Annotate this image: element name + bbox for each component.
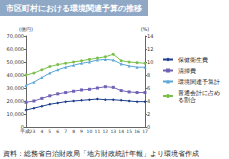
svg-text:12: 12	[147, 46, 153, 52]
svg-text:30,000: 30,000	[7, 85, 25, 91]
svg-text:16: 16	[134, 129, 140, 134]
svg-text:る割合: る割合	[178, 96, 196, 103]
svg-text:50,000: 50,000	[7, 59, 25, 65]
svg-text:資料：総務省自治財政局「地方財政統計年報」より環境省作成: 資料：総務省自治財政局「地方財政統計年報」より環境省作成	[3, 150, 199, 158]
svg-text:10: 10	[147, 59, 153, 65]
svg-text:60,000: 60,000	[7, 46, 25, 52]
svg-text:8: 8	[72, 129, 75, 134]
svg-text:13: 13	[110, 129, 116, 134]
svg-text:14: 14	[147, 33, 153, 39]
svg-text:保健衛生費: 保健衛生費	[178, 56, 208, 63]
svg-text:市区町村における環境関連予算の推移: 市区町村における環境関連予算の推移	[5, 3, 142, 13]
svg-text:14: 14	[118, 129, 124, 134]
svg-text:7: 7	[64, 129, 67, 134]
svg-text:5: 5	[48, 129, 51, 134]
svg-text:4: 4	[147, 98, 150, 104]
svg-text:12: 12	[102, 129, 108, 134]
svg-text:平成2: 平成2	[20, 128, 33, 134]
svg-text:清掃費: 清掃費	[178, 67, 196, 74]
svg-text:2: 2	[147, 111, 150, 117]
svg-text:環境関連予算計: 環境関連予算計	[178, 78, 220, 85]
svg-text:40,000: 40,000	[7, 72, 25, 78]
svg-text:17: 17	[142, 129, 148, 134]
svg-text:普通会計に占め: 普通会計に占め	[178, 89, 220, 96]
svg-text:9: 9	[80, 129, 83, 134]
svg-text:15: 15	[126, 129, 132, 134]
svg-text:8: 8	[147, 72, 150, 78]
svg-text:4: 4	[40, 129, 43, 134]
svg-text:6: 6	[56, 129, 59, 134]
svg-text:10: 10	[87, 129, 93, 134]
svg-text:11: 11	[95, 129, 101, 134]
svg-text:(億円): (億円)	[19, 26, 33, 32]
svg-text:0: 0	[147, 124, 151, 130]
svg-text:10,000: 10,000	[7, 111, 25, 117]
svg-text:3: 3	[32, 129, 35, 134]
svg-text:(%): (%)	[141, 26, 150, 32]
svg-text:70,000: 70,000	[7, 33, 25, 39]
svg-text:20,000: 20,000	[7, 98, 25, 104]
svg-text:0: 0	[20, 124, 24, 130]
svg-text:6: 6	[147, 85, 150, 91]
